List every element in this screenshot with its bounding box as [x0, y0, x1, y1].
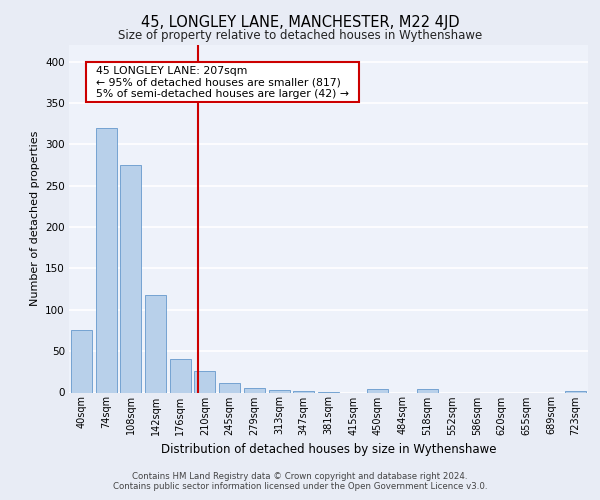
Bar	[145, 295, 166, 392]
Bar	[244, 388, 265, 392]
X-axis label: Distribution of detached houses by size in Wythenshawe: Distribution of detached houses by size …	[161, 443, 496, 456]
Bar	[269, 390, 290, 392]
Bar	[194, 371, 215, 392]
Bar	[219, 382, 240, 392]
Bar	[120, 165, 141, 392]
Text: Size of property relative to detached houses in Wythenshawe: Size of property relative to detached ho…	[118, 29, 482, 42]
Bar	[170, 360, 191, 392]
Bar	[367, 389, 388, 392]
Bar	[293, 391, 314, 392]
Bar	[565, 391, 586, 392]
Bar	[417, 389, 438, 392]
Text: Contains HM Land Registry data © Crown copyright and database right 2024.
Contai: Contains HM Land Registry data © Crown c…	[113, 472, 487, 491]
Bar	[95, 128, 116, 392]
Text: 45 LONGLEY LANE: 207sqm  
  ← 95% of detached houses are smaller (817)  
  5% of: 45 LONGLEY LANE: 207sqm ← 95% of detache…	[89, 66, 356, 99]
Bar	[71, 330, 92, 392]
Text: 45, LONGLEY LANE, MANCHESTER, M22 4JD: 45, LONGLEY LANE, MANCHESTER, M22 4JD	[140, 15, 460, 30]
Y-axis label: Number of detached properties: Number of detached properties	[29, 131, 40, 306]
